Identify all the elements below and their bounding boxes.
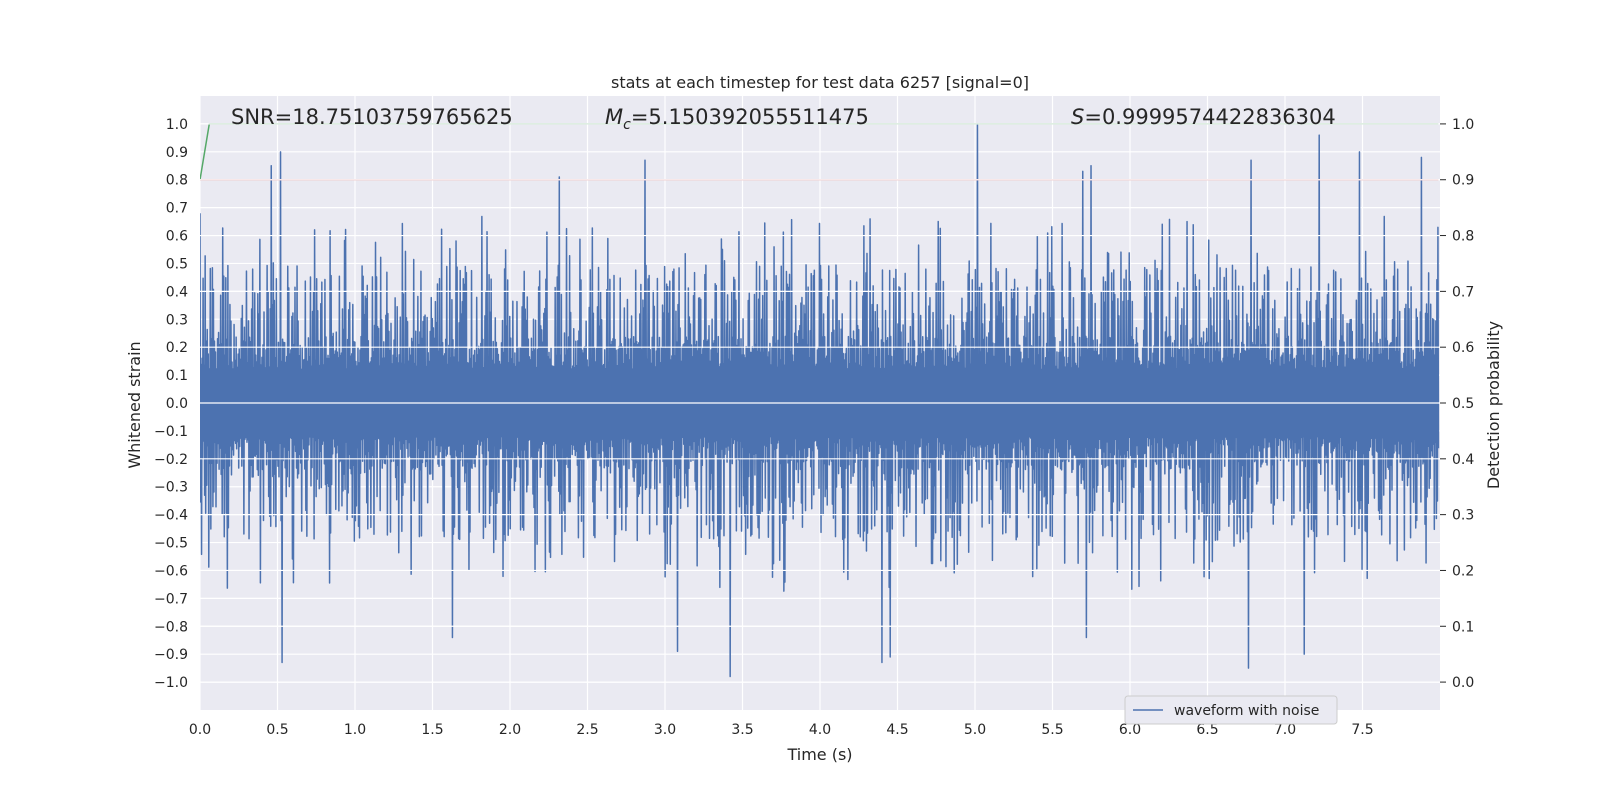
y2-tick-label: 0.5 (1452, 396, 1474, 412)
y-tick-label: −0.2 (154, 452, 188, 468)
y2-tick-label: 0.3 (1452, 508, 1474, 524)
y2-tick-label: 0.4 (1452, 452, 1474, 468)
x-tick-label: 5.5 (1041, 722, 1063, 738)
y-tick-label: 0.9 (166, 145, 188, 161)
x-tick-label: 5.0 (964, 722, 986, 738)
y-tick-label: 0.5 (166, 256, 188, 272)
y2-tick-label: 0.8 (1452, 229, 1474, 245)
x-tick-label: 1.0 (344, 722, 366, 738)
y2-tick-label: 0.0 (1452, 675, 1474, 691)
annotation-snr: SNR=18.75103759765625 (231, 105, 513, 129)
grid-y2 (200, 123, 1440, 683)
y2-tick-label: 0.7 (1452, 284, 1474, 300)
y2-tick-label: 1.0 (1452, 117, 1474, 133)
y-tick-label: −0.6 (154, 563, 188, 579)
x-tick-label: 1.5 (421, 722, 443, 738)
y-tick-label: 1.0 (166, 117, 188, 133)
x-axis-label: Time (s) (786, 745, 852, 764)
y-tick-label: 0.7 (166, 201, 188, 217)
x-tick-label: 6.0 (1119, 722, 1141, 738)
x-tick-label: 4.0 (809, 722, 831, 738)
y-tick-label: −0.9 (154, 647, 188, 663)
x-tick-label: 3.0 (654, 722, 676, 738)
y2-tick-label: 0.6 (1452, 340, 1474, 356)
y-tick-label: 0.6 (166, 229, 188, 245)
y2-tick-label: 0.2 (1452, 563, 1474, 579)
legend: waveform with noise (1124, 695, 1338, 725)
y-tick-label: −0.5 (154, 536, 188, 552)
x-axis-ticks: 0.0 0.5 1.0 1.5 2.0 2.5 3.0 3.5 4.0 4.5 5.0 5.5 6.0 6… (189, 722, 1374, 738)
y-tick-label: 0.3 (166, 312, 188, 328)
y-tick-label: −0.8 (154, 619, 188, 635)
x-tick-label: 2.5 (576, 722, 598, 738)
annotation-chirp-mass: Mc=5.150392055511475 (605, 105, 869, 133)
x-tick-label: 2.0 (499, 722, 521, 738)
y-tick-label: −0.1 (154, 424, 188, 440)
y-tick-label: −1.0 (154, 675, 188, 691)
chart-title: stats at each timestep for test data 625… (611, 73, 1029, 92)
legend-box (1124, 695, 1338, 725)
y-axis-ticks: 1.0 0.9 0.8 0.7 0.6 0.5 0.4 0.3 0.2 0.1 0.0 −0.1 −0.… (154, 117, 188, 691)
y2-axis-ticks: 1.0 0.9 0.8 0.7 0.6 0.5 0.4 0.3 0.2 0.1 0.0 (1440, 117, 1474, 691)
y-tick-label: 0.0 (166, 396, 188, 412)
y-tick-label: −0.7 (154, 591, 188, 607)
x-tick-label: 7.0 (1274, 722, 1296, 738)
y2-tick-label: 0.1 (1452, 619, 1474, 635)
y-tick-label: −0.4 (154, 508, 188, 524)
y2-tick-label: 0.9 (1452, 173, 1474, 189)
y-tick-label: −0.3 (154, 480, 188, 496)
y-axis-label: Whitened strain (125, 341, 144, 468)
legend-label-waveform: waveform with noise (1174, 703, 1319, 719)
y-tick-label: 0.1 (166, 368, 188, 384)
x-tick-label: 0.5 (266, 722, 288, 738)
x-tick-label: 0.0 (189, 722, 211, 738)
x-tick-label: 7.5 (1351, 722, 1373, 738)
y-tick-label: 0.4 (166, 284, 188, 300)
y-tick-label: 0.8 (166, 173, 188, 189)
y-tick-label: 0.2 (166, 340, 188, 356)
series-waveform-with-noise (200, 123, 1440, 678)
y2-axis-label: Detection probability (1484, 321, 1503, 489)
annotation-s: S=0.9999574422836304 (1071, 105, 1336, 129)
x-tick-label: 6.5 (1196, 722, 1218, 738)
x-tick-label: 3.5 (731, 722, 753, 738)
x-tick-label: 4.5 (886, 722, 908, 738)
